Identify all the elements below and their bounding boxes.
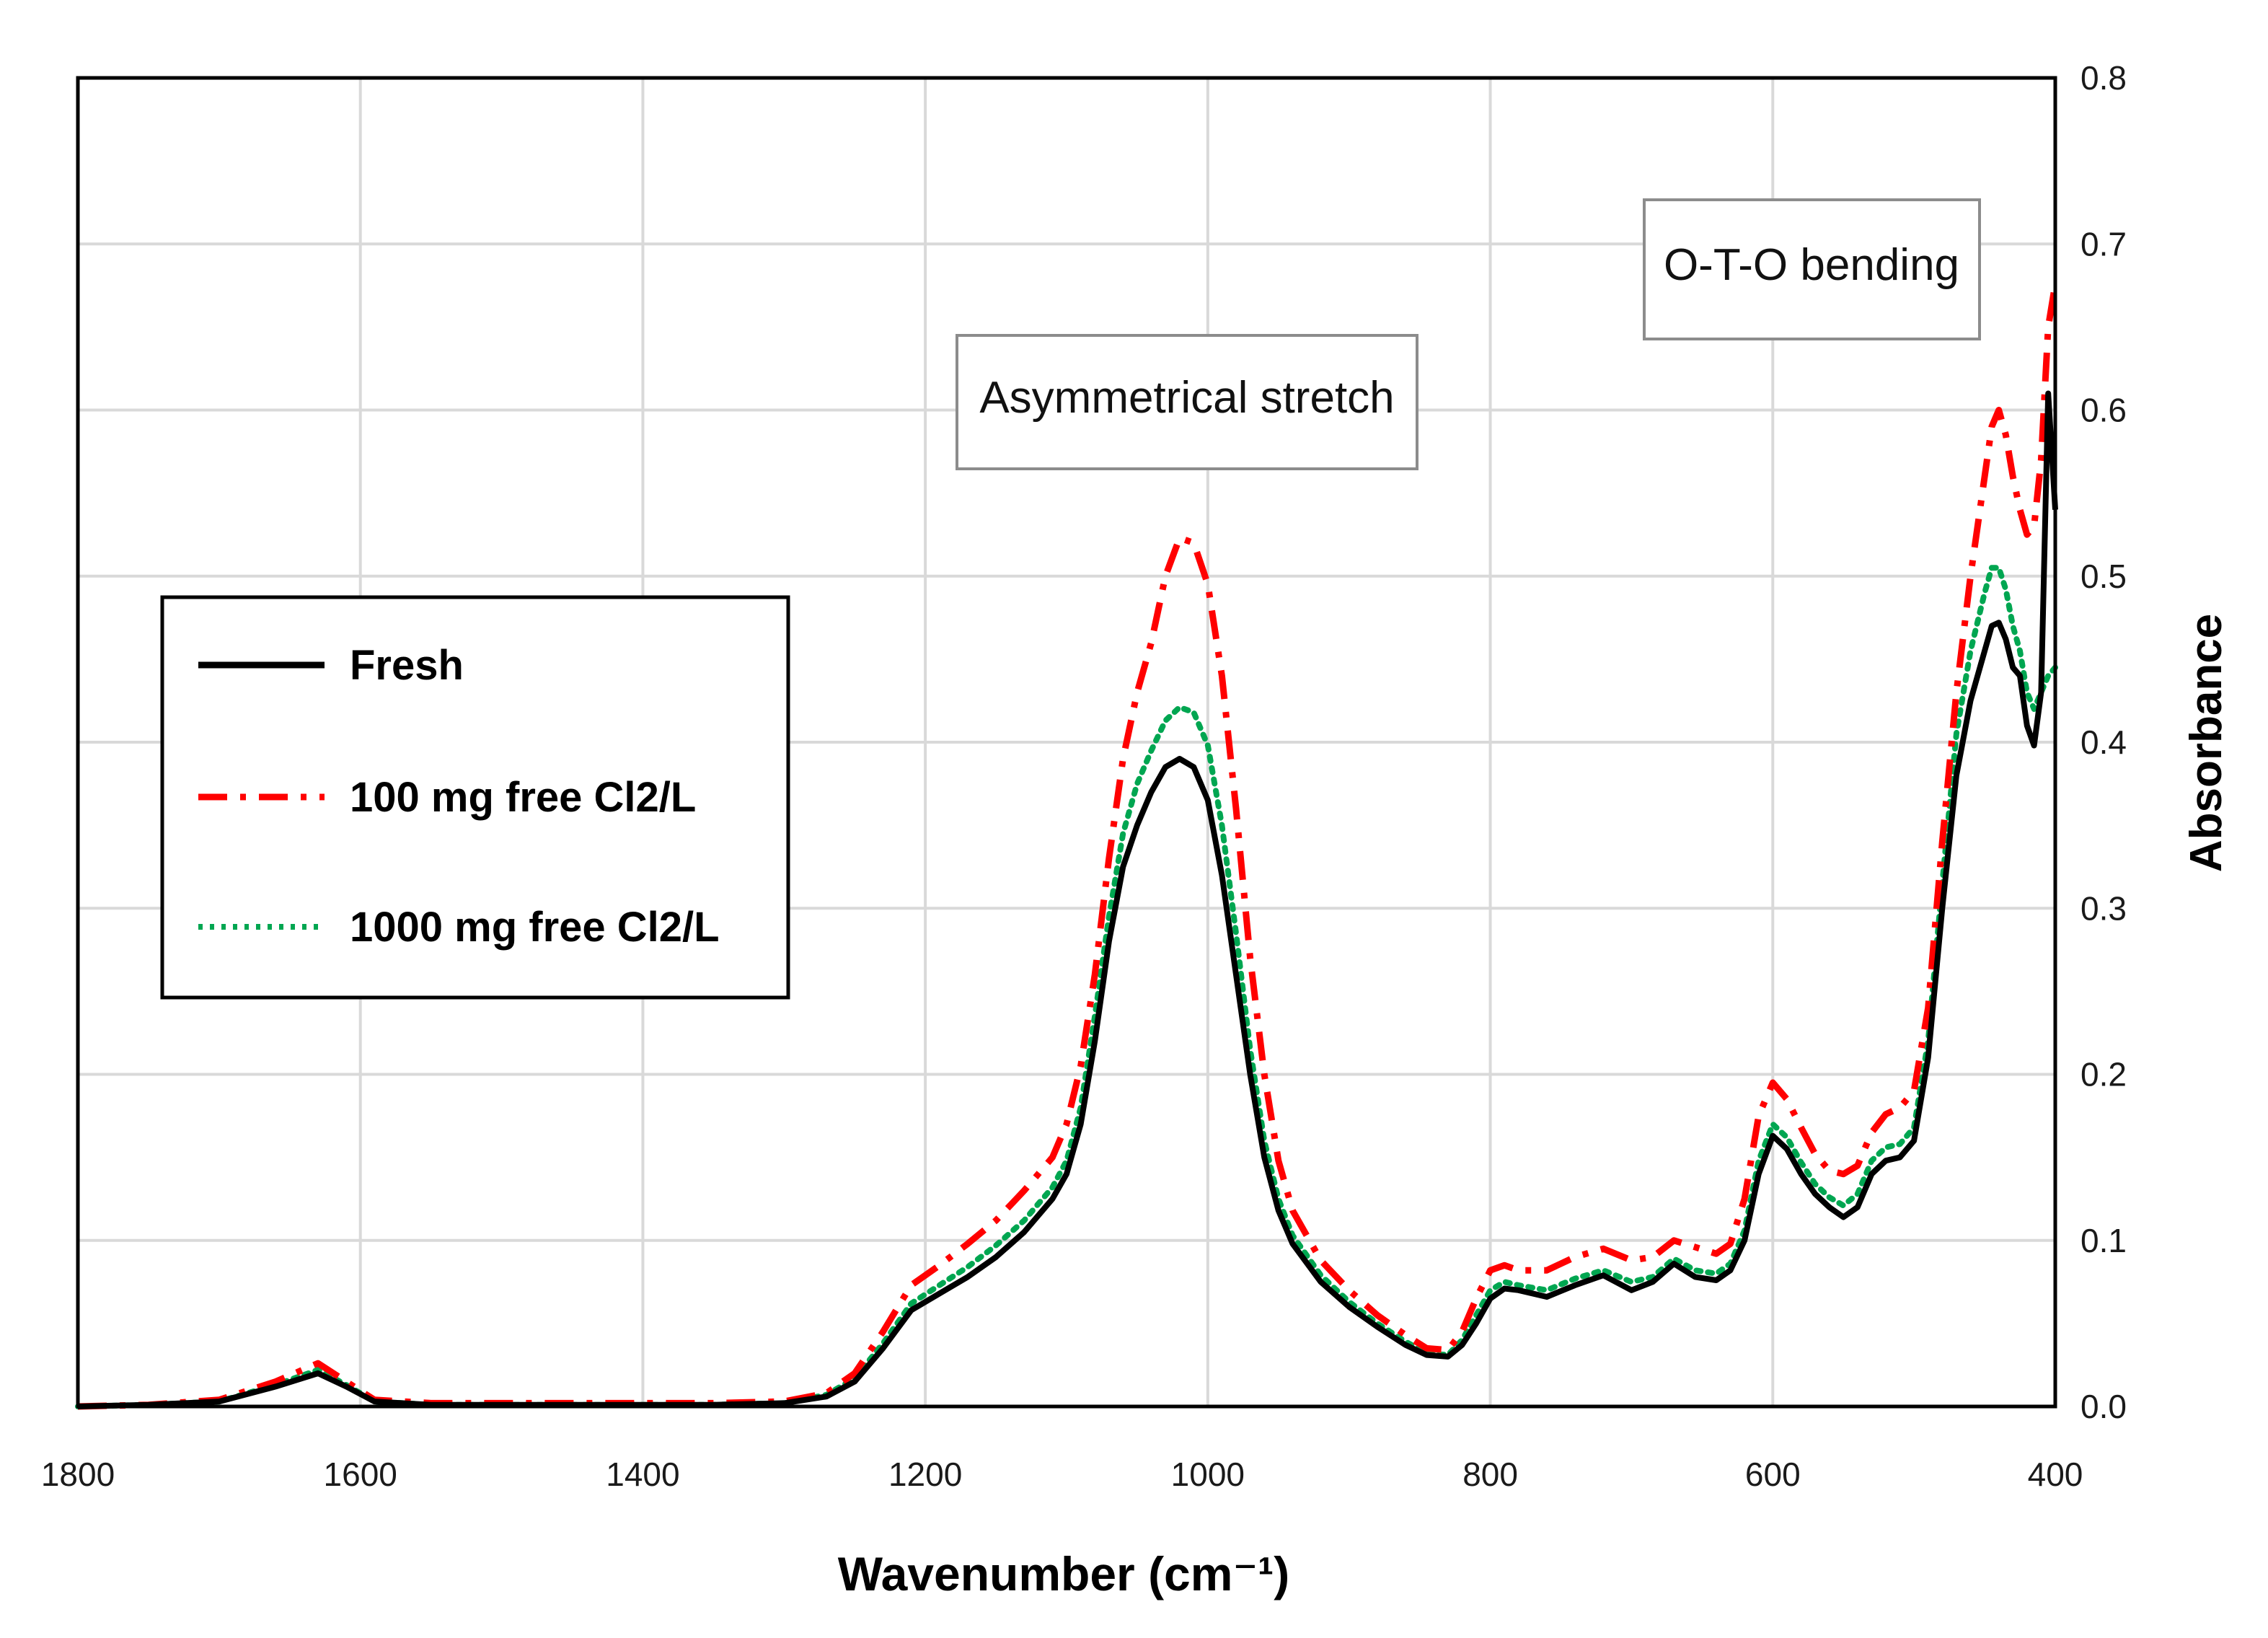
x-tick-label: 600	[1745, 1456, 1801, 1493]
annotation-asymmetrical-stretch: Asymmetrical stretch	[956, 334, 1418, 470]
y-tick-label: 0.6	[2081, 392, 2127, 429]
annotation-box	[956, 334, 1418, 470]
annotation-oto-bending: O-T-O bending	[1643, 198, 1981, 340]
annotation-text: Asymmetrical stretch	[979, 373, 1394, 423]
legend: Fresh 100 mg free Cl2/L 1000 mg free Cl2…	[160, 595, 790, 1000]
y-tick-labels: 0.0 0.1 0.2 0.3 0.4 0.5 0.6 0.7 0.8	[2081, 59, 2127, 1425]
x-tick-label: 800	[1462, 1456, 1518, 1493]
series-line-fresh	[77, 390, 2058, 1409]
legend-label-fresh: Fresh	[350, 642, 464, 689]
y-tick-label: 0.2	[2081, 1056, 2127, 1093]
legend-label-100mg: 100 mg free Cl2/L	[350, 774, 696, 821]
x-axis-label: Wavenumber (cm⁻¹)	[838, 1547, 1289, 1600]
x-tick-label: 400	[2028, 1456, 2083, 1493]
y-tick-label: 0.3	[2081, 889, 2127, 927]
y-axis-label: Absorbance	[2181, 614, 2231, 872]
x-tick-labels: 1800 1600 1400 1200 1000 800 600 400	[41, 1456, 2083, 1493]
annotation-text: O-T-O bending	[1664, 240, 1959, 290]
y-tick-label: 0.8	[2081, 59, 2127, 97]
y-tick-label: 0.0	[2081, 1388, 2127, 1425]
series-layer	[75, 283, 2059, 1410]
annotation-box	[1643, 198, 1981, 340]
x-tick-label: 1800	[41, 1456, 115, 1493]
x-tick-label: 1400	[606, 1456, 679, 1493]
x-tick-label: 1000	[1171, 1456, 1245, 1493]
x-tick-label: 1200	[888, 1456, 962, 1493]
y-tick-label: 0.7	[2081, 225, 2127, 263]
legend-label-1000mg: 1000 mg free Cl2/L	[350, 904, 720, 951]
plot-frame	[76, 76, 2057, 1409]
y-tick-label: 0.4	[2081, 723, 2127, 761]
y-tick-label: 0.1	[2081, 1222, 2127, 1259]
x-tick-label: 1600	[324, 1456, 397, 1493]
series-line-100-mg-free-cl2-l	[77, 283, 2059, 1410]
y-tick-label: 0.5	[2081, 558, 2127, 595]
